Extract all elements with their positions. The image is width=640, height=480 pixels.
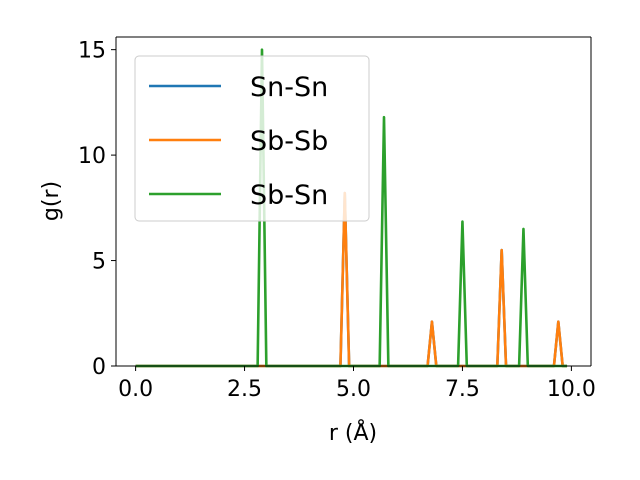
legend-label-sn-sn: Sn-Sn (250, 72, 328, 103)
x-axis-title: r (Å) (329, 419, 377, 446)
legend-box (134, 55, 370, 222)
y-axis-ticks: 0 5 10 15 (78, 39, 116, 380)
y-tick-label: 10 (78, 144, 106, 169)
x-axis-ticks: 0.0 2.5 5.0 7.5 10.0 (118, 366, 596, 402)
x-tick-label: 7.5 (445, 377, 480, 402)
x-tick-label: 2.5 (227, 377, 262, 402)
x-tick-label: 5.0 (336, 377, 371, 402)
legend-label-sb-sn: Sb-Sn (250, 180, 328, 211)
x-tick-label: 10.0 (547, 377, 596, 402)
y-axis-title: g(r) (39, 181, 64, 221)
y-tick-label: 5 (92, 250, 106, 275)
x-tick-label: 0.0 (118, 377, 153, 402)
legend-label-sb-sb: Sb-Sb (250, 126, 328, 157)
legend: Sn-Sn Sb-Sb Sb-Sn (134, 55, 370, 222)
axes-frame (115, 36, 592, 367)
y-tick-label: 15 (78, 39, 106, 64)
y-tick-label: 0 (92, 355, 106, 380)
